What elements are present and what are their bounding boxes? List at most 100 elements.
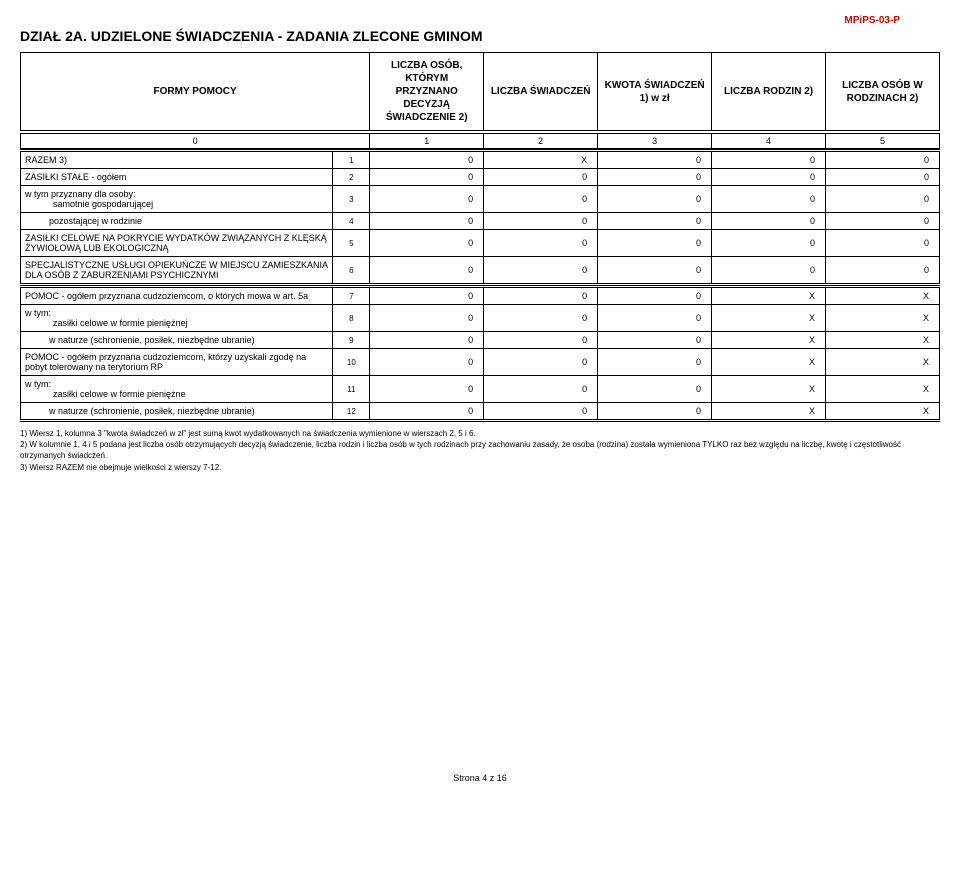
row-value: 0 <box>712 186 826 213</box>
row-value: 0 <box>370 230 484 257</box>
footnotes: 1) Wiersz 1, kolumna 3 "kwota świadczeń … <box>20 428 940 473</box>
row-number: 5 <box>333 230 370 257</box>
row-value: 0 <box>370 169 484 186</box>
row-label: POMOC - ogółem przyznana cudzoziemcom, k… <box>21 349 333 376</box>
row-value: 0 <box>598 213 712 230</box>
table-row: ZASIŁKI STAŁE - ogółem200000 <box>21 169 940 186</box>
row-value: 0 <box>370 305 484 332</box>
numrow-0: 0 <box>21 134 370 149</box>
row-value: X <box>826 349 940 376</box>
table-row: POMOC - ogółem przyznana cudzoziemcom, o… <box>21 287 940 305</box>
table-row: ZASIŁKI CELOWE NA POKRYCIE WYDATKÓW ZWIĄ… <box>21 230 940 257</box>
row-value: X <box>826 403 940 421</box>
row-value: X <box>712 403 826 421</box>
row-value: 0 <box>826 186 940 213</box>
header-col3: KWOTA ŚWIADCZEŃ 1) w zł <box>598 53 712 131</box>
row-label-top: w tym: <box>25 308 328 318</box>
row-value: 0 <box>370 349 484 376</box>
row-number: 12 <box>333 403 370 421</box>
row-value: 0 <box>712 230 826 257</box>
table-row: w naturze (schronienie, posiłek, niezbęd… <box>21 403 940 421</box>
table-row: w naturze (schronienie, posiłek, niezbęd… <box>21 332 940 349</box>
row-label: SPECJALISTYCZNE USŁUGI OPIEKUŃCZE W MIEJ… <box>21 257 333 285</box>
table-row: w tym:zasiłki celowe w formie pieniężnej… <box>21 305 940 332</box>
row-label-sub: zasiłki celowe w formie pieniężne <box>25 389 328 399</box>
row-value: 0 <box>484 376 598 403</box>
footnote-2: 2) W kolumnie 1, 4 i 5 podana jest liczb… <box>20 439 940 461</box>
header-col1: LICZBA OSÓB, KTÓRYM PRZYZNANO DECYZJĄ ŚW… <box>370 53 484 131</box>
row-label: RAZEM 3) <box>21 151 333 169</box>
row-value: X <box>826 332 940 349</box>
row-value: X <box>826 376 940 403</box>
row-label: w tym przyznany dla osoby:samotnie gospo… <box>21 186 333 213</box>
row-value: 0 <box>484 287 598 305</box>
row-value: 0 <box>370 376 484 403</box>
row-value: X <box>484 151 598 169</box>
row-value: 0 <box>484 332 598 349</box>
row-value: 0 <box>484 213 598 230</box>
section-title: DZIAŁ 2A. UDZIELONE ŚWIADCZENIA - ZADANI… <box>20 28 940 44</box>
row-value: 0 <box>598 403 712 421</box>
row-value: 0 <box>598 169 712 186</box>
numrow-5: 5 <box>826 134 940 149</box>
header-col2: LICZBA ŚWIADCZEŃ <box>484 53 598 131</box>
row-value: X <box>712 305 826 332</box>
row-number: 1 <box>333 151 370 169</box>
numrow-1: 1 <box>370 134 484 149</box>
numrow-3: 3 <box>598 134 712 149</box>
row-value: 0 <box>598 332 712 349</box>
row-value: 0 <box>826 257 940 285</box>
row-value: 0 <box>484 403 598 421</box>
row-value: 0 <box>370 186 484 213</box>
row-value: 0 <box>598 305 712 332</box>
row-value: 0 <box>484 169 598 186</box>
row-value: 0 <box>826 230 940 257</box>
row-number: 8 <box>333 305 370 332</box>
header-col4: LICZBA RODZIN 2) <box>712 53 826 131</box>
row-label-top: w tym: <box>25 379 328 389</box>
row-number: 3 <box>333 186 370 213</box>
header-table: FORMY POMOCY LICZBA OSÓB, KTÓRYM PRZYZNA… <box>20 52 940 131</box>
row-value: X <box>712 287 826 305</box>
table-row: RAZEM 3)10X000 <box>21 151 940 169</box>
table-row: w tym:zasiłki celowe w formie pieniężne1… <box>21 376 940 403</box>
row-value: 0 <box>712 169 826 186</box>
row-number: 4 <box>333 213 370 230</box>
row-value: X <box>712 376 826 403</box>
row-value: 0 <box>484 257 598 285</box>
row-number: 2 <box>333 169 370 186</box>
numrow-4: 4 <box>712 134 826 149</box>
row-value: 0 <box>712 257 826 285</box>
row-value: X <box>712 349 826 376</box>
row-label: w tym:zasiłki celowe w formie pieniężne <box>21 376 333 403</box>
row-value: 0 <box>598 287 712 305</box>
footnote-1: 1) Wiersz 1, kolumna 3 "kwota świadczeń … <box>20 428 940 439</box>
row-value: 0 <box>598 186 712 213</box>
data-block-1: RAZEM 3)10X000ZASIŁKI STAŁE - ogółem2000… <box>20 149 940 286</box>
row-value: 0 <box>484 230 598 257</box>
row-value: 0 <box>484 349 598 376</box>
row-label: ZASIŁKI STAŁE - ogółem <box>21 169 333 186</box>
row-value: 0 <box>370 403 484 421</box>
data-block-2: POMOC - ogółem przyznana cudzoziemcom, o… <box>20 285 940 422</box>
row-label-top: w tym przyznany dla osoby: <box>25 189 328 199</box>
row-value: 0 <box>598 230 712 257</box>
row-value: 0 <box>826 213 940 230</box>
row-value: 0 <box>826 151 940 169</box>
row-value: 0 <box>598 151 712 169</box>
numrow-2: 2 <box>484 134 598 149</box>
table-row: w tym przyznany dla osoby:samotnie gospo… <box>21 186 940 213</box>
table-row: POMOC - ogółem przyznana cudzoziemcom, k… <box>21 349 940 376</box>
row-number: 10 <box>333 349 370 376</box>
row-label-sub: zasiłki celowe w formie pieniężnej <box>25 318 328 328</box>
row-value: X <box>712 332 826 349</box>
footnote-3: 3) Wiersz RAZEM nie obejmuje wielkości z… <box>20 462 940 473</box>
row-label-sub: samotnie gospodarującej <box>25 199 328 209</box>
row-value: X <box>826 305 940 332</box>
row-value: 0 <box>484 305 598 332</box>
row-value: X <box>826 287 940 305</box>
row-value: 0 <box>370 287 484 305</box>
column-number-row: 0 1 2 3 4 5 <box>20 133 940 149</box>
row-value: 0 <box>712 151 826 169</box>
row-label: w naturze (schronienie, posiłek, niezbęd… <box>21 403 333 421</box>
